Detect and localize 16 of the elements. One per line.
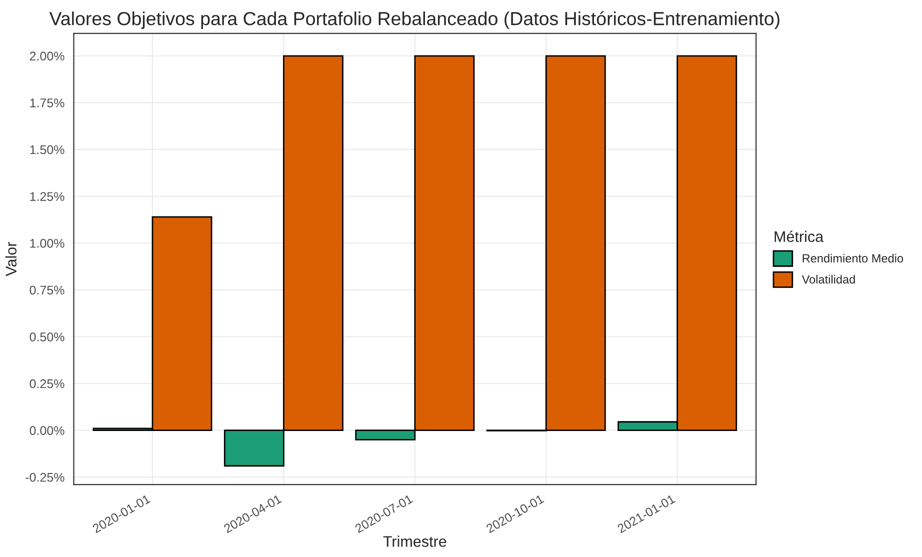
y-tick-label: 0.00% — [30, 426, 64, 435]
x-axis-title: Trimestre — [383, 536, 446, 547]
legend-label: Rendimiento Medio — [802, 254, 904, 263]
y-tick-label: 1.50% — [30, 145, 64, 154]
y-tick-label: 1.75% — [30, 98, 64, 108]
y-tick-label: 0.50% — [30, 332, 64, 342]
legend-title: Métrica — [774, 230, 824, 242]
y-axis-title: Valor — [5, 242, 17, 276]
y-tick-label: 0.25% — [30, 379, 64, 388]
y-tick-label: 0.75% — [30, 286, 64, 295]
y-tick-label: 1.00% — [30, 238, 64, 248]
chart-title: Valores Objetivos para Cada Portafolio Rebalanceado (Datos Históricos-Entrenamiento) — [49, 11, 780, 29]
y-tick-label: 1.25% — [30, 192, 64, 201]
y-tick-label: 2.00% — [30, 52, 64, 61]
y-tick-label: -0.25% — [26, 472, 64, 482]
legend-label: Volatilidad — [802, 274, 855, 284]
